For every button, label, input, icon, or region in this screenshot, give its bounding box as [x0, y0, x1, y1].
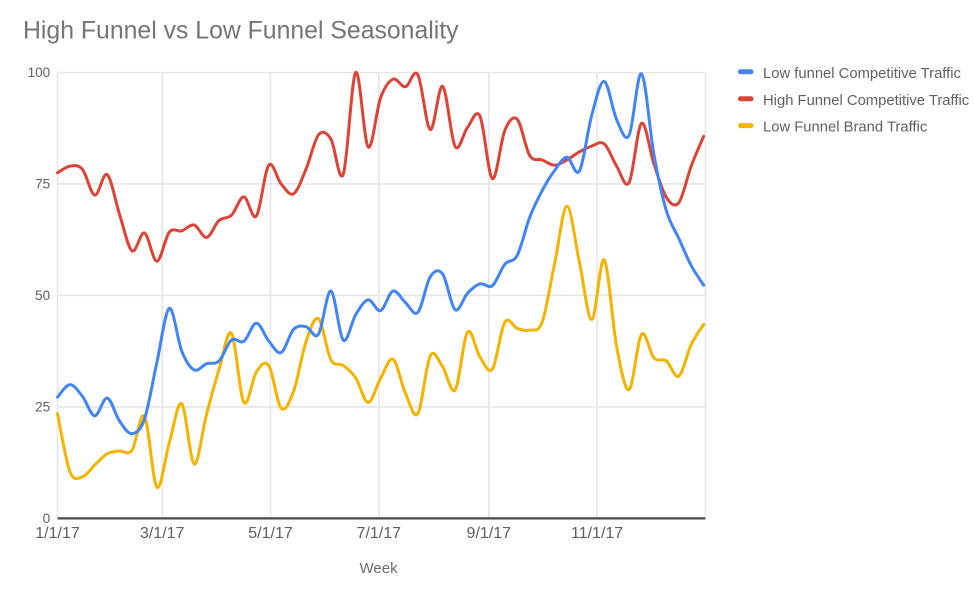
svg-text:High Funnel Competitive Traffi: High Funnel Competitive Traffic: [763, 93, 970, 109]
svg-text:9/1/17: 9/1/17: [467, 525, 512, 542]
svg-text:0: 0: [43, 511, 51, 526]
svg-text:7/1/17: 7/1/17: [357, 525, 402, 542]
svg-text:11/1/17: 11/1/17: [571, 525, 623, 542]
svg-text:Week: Week: [360, 560, 399, 577]
svg-text:Low funnel Competitive Traffic: Low funnel Competitive Traffic: [763, 66, 962, 82]
svg-text:100: 100: [28, 65, 51, 80]
svg-text:Low Funnel Brand Traffic: Low Funnel Brand Traffic: [763, 120, 928, 136]
svg-text:High Funnel vs Low Funnel Seas: High Funnel vs Low Funnel Seasonality: [23, 18, 459, 45]
svg-text:25: 25: [35, 400, 50, 415]
svg-text:50: 50: [35, 288, 50, 303]
svg-text:1/1/17: 1/1/17: [35, 525, 80, 542]
svg-text:75: 75: [35, 177, 50, 192]
svg-text:5/1/17: 5/1/17: [248, 525, 293, 542]
svg-text:3/1/17: 3/1/17: [140, 525, 185, 542]
